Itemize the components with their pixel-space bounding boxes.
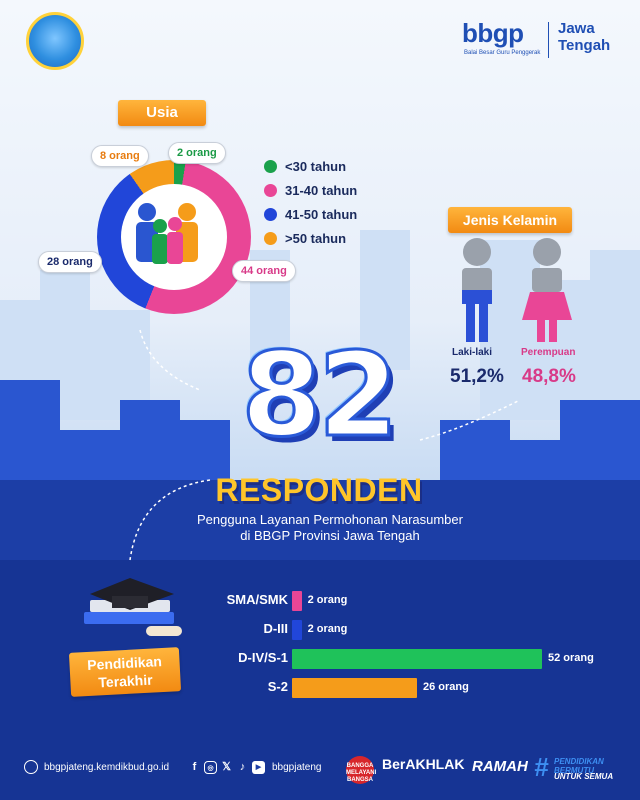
education-section-title: Pendidikan Terakhir — [68, 647, 182, 697]
edu-value-label: 2 orang — [307, 623, 348, 635]
legend-item: >50 tahun — [264, 226, 357, 250]
age-callout-41-50: 28 orang — [38, 251, 102, 273]
legend-dot — [264, 183, 277, 197]
x-icon[interactable]: 𝕏 — [222, 761, 231, 773]
brand-region: Jawa Tengah — [558, 20, 611, 54]
edu-bar — [292, 649, 542, 669]
facebook-icon[interactable]: f — [192, 761, 197, 773]
gender-section-title: Jenis Kelamin — [448, 207, 572, 233]
brand-separator — [548, 22, 549, 58]
edu-row: S-2 26 orang — [196, 676, 616, 700]
ramah-logo: RAMAH — [472, 758, 528, 775]
instagram-icon[interactable]: ◎ — [204, 761, 217, 774]
subtitle-line-1: Pengguna Layanan Permohonan Narasumber — [197, 512, 463, 527]
berakhlak-logo: BerAKHLAK — [382, 756, 465, 772]
bbgp-brand: bbgp Balai Besar Guru Penggerak Jawa Ten… — [462, 18, 622, 66]
footer-handle[interactable]: bbgpjateng — [272, 762, 322, 773]
edu-category-label: D-III — [263, 621, 288, 636]
bbgp-logo: bbgp — [462, 18, 524, 48]
age-callout-31-40: 44 orang — [232, 260, 296, 282]
headline-subtitle: Pengguna Layanan Permohonan Narasumber d… — [140, 512, 520, 544]
edu-bar — [292, 591, 302, 611]
legend-dot — [264, 159, 277, 173]
respondent-count: 82 — [240, 327, 400, 465]
edu-value-label: 2 orang — [307, 594, 348, 606]
legend-label: <30 tahun — [285, 158, 347, 174]
male-label: Laki-laki — [452, 347, 493, 358]
age-legend: <30 tahun 31-40 tahun 41-50 tahun >50 ta… — [264, 154, 357, 250]
edu-value-label: 52 orang — [548, 652, 594, 664]
legend-item: 31-40 tahun — [264, 178, 357, 202]
edu-row: D-IV/S-1 52 orang — [196, 647, 616, 671]
footer-website[interactable]: bbgpjateng.kemdikbud.go.id — [44, 762, 170, 773]
legend-label: >50 tahun — [285, 230, 347, 246]
age-donut-chart — [97, 160, 251, 314]
globe-icon — [24, 760, 38, 774]
graduation-cap-icon — [84, 578, 182, 636]
female-label: Perempuan — [521, 347, 576, 358]
bangga-melayani-badge: BANGGA MELAYANI BANGSA — [346, 756, 376, 784]
edu-row: SMA/SMK 2 orang — [196, 589, 616, 613]
subtitle-line-2: di BBGP Provinsi Jawa Tengah — [240, 528, 420, 543]
age-callout-under30: 2 orang — [168, 142, 226, 164]
legend-label: 31-40 tahun — [285, 182, 358, 198]
male-percentage: 51,2% — [450, 366, 504, 387]
legend-dot — [264, 207, 277, 221]
legend-label: 41-50 tahun — [285, 206, 358, 222]
legend-dot — [264, 231, 277, 245]
age-section-title: Usia — [118, 100, 206, 126]
edu-value-label: 26 orang — [423, 681, 469, 693]
edu-bar — [292, 678, 417, 698]
legend-item: 41-50 tahun — [264, 202, 357, 226]
respondent-label: RESPONDEN — [215, 472, 423, 508]
edu-bar — [292, 620, 302, 640]
edu-category-label: SMA/SMK — [226, 592, 288, 607]
youtube-icon[interactable]: ▶ — [252, 761, 265, 774]
edu-category-label: S-2 — [267, 679, 288, 694]
male-figure-icon — [462, 238, 492, 342]
edu-category-label: D-IV/S-1 — [238, 650, 288, 665]
tiktok-icon[interactable]: ♪ — [239, 761, 246, 773]
female-figure-icon — [522, 238, 572, 342]
untuk-semua-text: UNTUK SEMUA — [554, 772, 614, 781]
bbgp-subtitle: Balai Besar Guru Penggerak — [464, 50, 541, 56]
female-percentage: 48,8% — [522, 366, 576, 387]
footer: bbgpjateng.kemdikbud.go.id f ◎ 𝕏 ♪ ▶ bbg… — [0, 750, 640, 790]
edu-row: D-III 2 orang — [196, 618, 616, 642]
donut-hole — [121, 184, 227, 290]
tut-wuri-handayani-emblem-icon — [26, 12, 84, 70]
hashtag-logo: # — [534, 752, 549, 782]
legend-item: <30 tahun — [264, 154, 357, 178]
pendidikan-bermutu-text: PENDIDIKAN BERMUTU — [554, 757, 604, 775]
age-callout-over50: 8 orang — [91, 145, 149, 167]
